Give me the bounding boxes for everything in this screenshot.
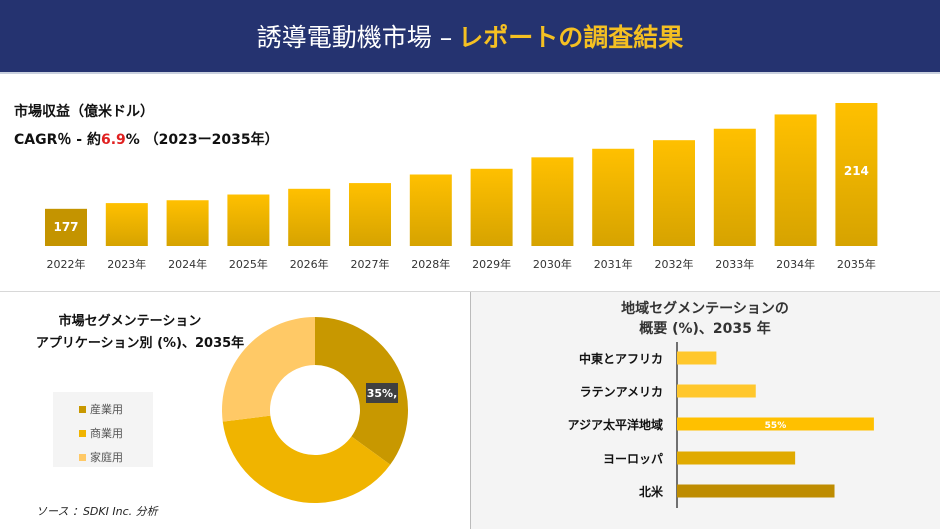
header-title-accent: レポートの調査結果 [458,23,684,52]
region-bar [677,484,835,498]
x-tick-label: 2035年 [837,257,876,271]
donut-slice [222,317,315,422]
legend-label: 産業用 [90,403,123,416]
legend-item: 商業用 [79,421,153,445]
revenue-bar [713,128,756,246]
region-bar [677,417,874,431]
region-category-label: 北米 [638,485,663,499]
revenue-bar [349,183,391,246]
legend-label: 商業用 [90,427,123,440]
x-tick-label: 2031年 [594,257,633,271]
region-data-label: 55% [765,421,787,431]
region-title-line2: 概要 (%)、2035 年 [639,321,771,337]
region-bar [677,451,796,465]
donut-label-box [366,383,398,403]
legend-label: 家庭用 [90,451,123,464]
legend-item: 産業用 [79,397,153,421]
legend-swatch [79,429,86,437]
revenue-bar [166,200,209,246]
x-tick-label: 2034年 [776,257,815,271]
divider [0,291,940,292]
legend-swatch [79,405,86,413]
donut-slice [315,317,408,465]
revenue-title: 市場収益（億米ドル） [14,104,154,120]
region-bar [677,351,717,365]
region-category-label: 中東とアフリカ [578,352,663,366]
x-tick-label: 2023年 [107,257,146,271]
revenue-bar [531,157,574,246]
cagr-prefix: CAGR％ - 約 [14,132,101,148]
header-title: 誘導電動機市場 – [256,23,453,52]
donut-slice [222,415,391,503]
pie-title-line1: 市場セグメンテーション [58,314,202,329]
x-tick-label: 2030年 [533,257,572,271]
revenue-bar [45,208,87,246]
revenue-bar [288,188,331,246]
x-tick-label: 2029年 [472,257,511,271]
source-note: ソース ：SDKI Inc. 分析 [36,505,158,518]
region-category-label: ラテンアメリカ [579,385,663,399]
header-banner: 誘導電動機市場 – レポートの調査結果 [0,0,940,74]
pie-legend: 産業用 商業用 家庭用 [53,392,153,467]
x-tick-label: 2022年 [47,257,86,271]
cagr-suffix: % （2023ー2035年） [125,132,279,148]
revenue-bar [774,114,817,246]
donut-data-label: 35%, [367,387,398,400]
pie-title-line2: アプリケーション別 (%)、2035年 [35,336,245,351]
region-bar [677,384,756,398]
revenue-bar [592,148,635,246]
cagr-text: CAGR％ - 約6.9% （2023ー2035年） [14,129,279,149]
legend-swatch [79,453,86,461]
region-title-line1: 地域セグメンテーションの [621,301,789,317]
cagr-value: 6.9 [100,132,126,148]
revenue-bar [227,194,270,246]
x-tick-label: 2033年 [715,257,754,271]
revenue-bar [105,203,148,246]
revenue-bar [835,103,878,246]
x-tick-label: 2032年 [655,257,694,271]
x-tick-label: 2027年 [351,257,390,271]
region-category-label: ヨーロッパ [602,452,663,466]
x-tick-label: 2028年 [411,257,450,271]
revenue-bar [470,168,513,246]
revenue-bar [409,174,452,246]
x-tick-label: 2025年 [229,257,268,271]
region-category-label: アジア太平洋地域 [567,418,663,432]
legend-item: 家庭用 [79,445,153,469]
x-tick-label: 2026年 [290,257,329,271]
bar-data-label: 214 [844,164,869,178]
bar-data-label: 177 [53,220,78,234]
x-tick-label: 2024年 [168,257,207,271]
revenue-bar [653,140,695,246]
